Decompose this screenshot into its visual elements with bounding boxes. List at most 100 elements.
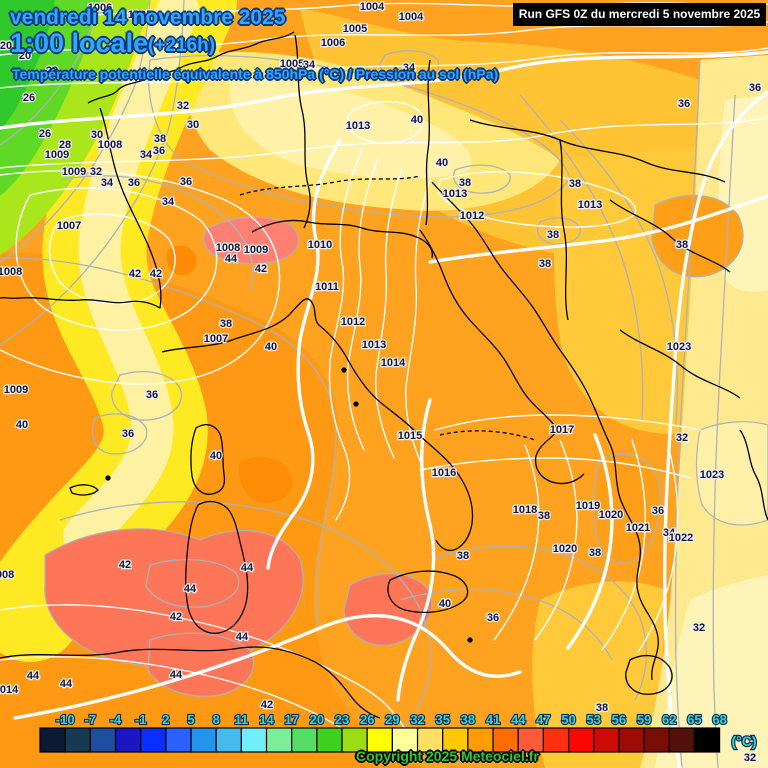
scale-value-label: 35 [435,712,449,727]
scale-value-label: 14 [259,712,274,727]
color-scale-labels: -10 -7 -4 -1 2 5 8 11 14 17 20 23 26 29 32 35 38 41 44 47 50… [55,711,728,728]
map-label: 42 [170,611,182,623]
map-label: 44 [241,562,254,574]
scale-cell [190,727,217,753]
map-label: 26 [39,128,51,140]
scale-value-label: 8 [213,712,220,727]
scale-cell [391,727,419,753]
map-label: 1018 [513,504,537,516]
map-label: 1005 [128,9,152,21]
map-label: 28 [59,139,71,151]
copyright-link[interactable]: Copyright 2025 Meteociel.fr [356,748,539,764]
map-label: 34 [140,149,153,161]
scale-value-label: 41 [486,712,500,727]
map-label: 1020 [553,543,577,555]
map-label: 1013 [443,188,467,200]
map-label: 40 [210,450,222,462]
scale-value-label: 47 [536,712,550,727]
map-label: 34 [303,59,316,71]
scale-value-label: 62 [662,712,676,727]
scale-value-label: 23 [335,712,349,727]
scale-cell [467,727,494,753]
scale-value-label: 38 [461,712,475,727]
scale-value-label: -7 [85,712,97,727]
scale-value-label: 59 [637,712,651,727]
map-label: 38 [538,510,550,522]
map-label: 34 [162,196,175,208]
scale-cell [643,727,670,753]
scale-cell [316,727,343,753]
map-label: 1008 [216,242,240,254]
map-label: 1006 [321,37,345,49]
scale-cell [542,727,570,753]
map-label: 1014 [381,357,406,369]
map-label: 1014 [0,684,19,696]
map-label: 1008 [0,569,14,581]
map-label: 36 [146,389,158,401]
map-label: 40 [411,114,423,126]
map-label: 1010 [308,239,332,251]
map-label: 38 [596,702,608,714]
map-label: 36 [122,428,134,440]
map-parameter-title: Température potentielle équivalente à 85… [12,66,499,82]
scale-value-label: 50 [561,712,575,727]
map-label: 26 [23,92,35,104]
map-label: 38 [547,229,559,241]
coastlines-borders [0,31,768,719]
map-label: 20 [19,50,31,62]
map-label: 38 [220,318,232,330]
scale-cell [64,727,91,753]
map-label: 40 [16,419,28,431]
map-label: 32 [177,100,189,112]
map-label: 38 [457,550,469,562]
map-label: 1008 [0,266,22,278]
scale-cell [114,727,142,753]
map-label: 1004 [360,1,385,13]
map-label: 38 [676,239,688,251]
map-label: 1009 [244,244,268,256]
map-label: 1005 [280,58,304,70]
map-label: 32 [744,752,756,764]
scale-value-label: -10 [56,712,75,727]
scale-cell [416,727,444,753]
map-label: 1006 [88,2,112,14]
map-label: 1007 [57,220,81,232]
map-label: 1013 [346,120,370,132]
map-label: 34 [403,62,416,74]
map-label: 1023 [667,341,691,353]
map-label: 34 [101,177,114,189]
map-label: 42 [129,268,141,280]
map-label: 40 [265,341,277,353]
map-label: 40 [436,157,448,169]
map-label: 44 [184,583,197,595]
scale-cell [240,727,268,753]
map-label: 36 [678,98,690,110]
map-label: 30 [187,119,199,131]
scale-value-label: -4 [110,712,122,727]
isobars-thick [0,50,768,768]
map-label: 36 [749,82,761,94]
scale-cell [593,727,620,753]
map-label: 34 [663,527,676,539]
map-label: 36 [180,176,192,188]
local-time-label: 1:00 locale [10,28,149,58]
map-label: 22 [46,65,58,77]
map-label: 1017 [550,424,574,436]
map-label: 1016 [432,467,456,479]
scale-value-label: 5 [187,712,194,727]
map-label: 1013 [362,339,386,351]
map-label: 1013 [578,199,602,211]
scale-cell [265,727,293,753]
map-label: 1015 [398,430,422,442]
scale-cell [442,727,469,753]
scale-cell [215,727,242,753]
map-label: 1012 [460,210,484,222]
map-label: 30 [91,129,103,141]
map-label: 32 [693,622,705,634]
map-label: 1011 [315,281,339,293]
model-run-info: Run GFS 0Z du mercredi 5 novembre 2025 [513,3,766,26]
map-label: 1007 [204,333,228,345]
map-label: 20 [0,40,12,52]
